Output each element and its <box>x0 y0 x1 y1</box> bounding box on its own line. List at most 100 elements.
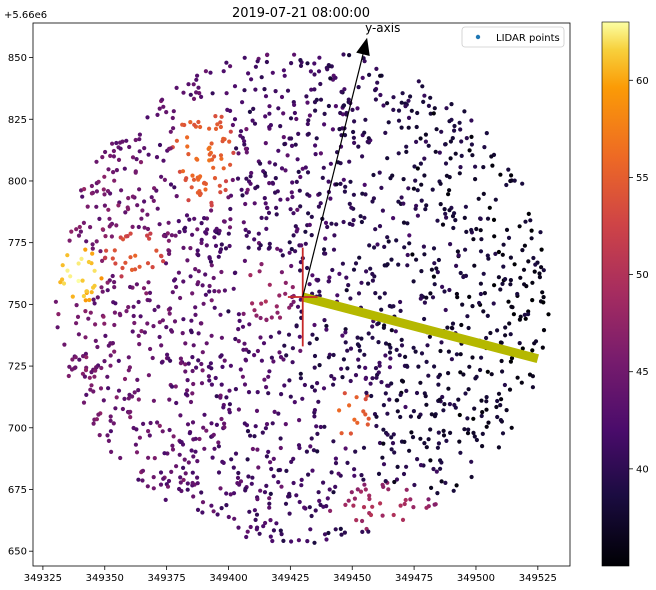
lidar-point <box>227 225 233 230</box>
lidar-point <box>243 201 248 207</box>
lidar-point <box>81 294 86 299</box>
lidar-point <box>296 169 301 174</box>
lidar-point <box>396 151 401 156</box>
lidar-point <box>100 227 105 232</box>
lidar-point <box>183 369 188 374</box>
lidar-point <box>236 339 241 344</box>
lidar-point <box>141 421 146 426</box>
lidar-point <box>312 414 317 419</box>
lidar-point <box>424 402 429 407</box>
lidar-point <box>290 194 295 200</box>
lidar-point <box>275 189 280 194</box>
lidar-point <box>265 205 270 211</box>
lidar-point <box>449 117 454 122</box>
lidar-point <box>401 220 407 225</box>
lidar-point <box>478 216 483 221</box>
lidar-point <box>206 374 211 379</box>
lidar-point <box>261 524 266 529</box>
lidar-point <box>255 497 260 502</box>
lidar-point <box>110 256 115 261</box>
lidar-point <box>242 341 247 346</box>
lidar-point <box>98 386 104 391</box>
lidar-point <box>171 109 176 114</box>
lidar-point <box>305 170 311 175</box>
lidar-point <box>102 359 107 364</box>
lidar-point <box>453 405 458 410</box>
lidar-point <box>305 265 310 271</box>
lidar-point <box>504 227 510 232</box>
lidar-point <box>273 176 278 181</box>
lidar-point <box>124 138 129 143</box>
lidar-point <box>83 351 88 356</box>
lidar-point <box>500 369 505 374</box>
lidar-point <box>122 166 127 171</box>
lidar-point <box>339 431 344 436</box>
lidar-point <box>371 196 376 201</box>
lidar-point <box>426 373 431 378</box>
lidar-point <box>108 414 113 419</box>
lidar-point <box>190 420 196 425</box>
lidar-point <box>186 82 191 87</box>
lidar-point <box>347 403 352 408</box>
lidar-point <box>322 247 327 252</box>
lidar-point <box>425 343 430 348</box>
lidar-point <box>498 172 503 177</box>
lidar-point <box>76 233 82 238</box>
lidar-point <box>105 288 110 293</box>
lidar-point <box>287 494 292 499</box>
lidar-point <box>293 142 298 147</box>
lidar-point <box>355 487 360 492</box>
lidar-point <box>353 261 359 266</box>
lidar-point <box>436 257 441 263</box>
lidar-point <box>217 228 222 233</box>
lidar-point <box>312 408 317 413</box>
lidar-point <box>189 448 194 453</box>
lidar-point <box>339 89 344 94</box>
lidar-point <box>362 352 367 357</box>
lidar-point <box>226 514 231 520</box>
lidar-point <box>380 208 385 213</box>
lidar-point <box>126 355 131 360</box>
lidar-point <box>186 460 191 465</box>
lidar-point <box>93 338 98 343</box>
lidar-point <box>281 68 286 73</box>
lidar-point <box>232 84 238 89</box>
lidar-point <box>202 180 207 185</box>
lidar-point <box>286 332 292 337</box>
lidar-point <box>181 245 186 250</box>
lidar-point <box>177 452 182 457</box>
lidar-point <box>131 304 136 309</box>
lidar-point <box>252 308 257 313</box>
lidar-point <box>383 391 388 396</box>
lidar-point <box>333 484 338 489</box>
lidar-point <box>148 420 153 426</box>
lidar-point <box>105 189 111 194</box>
lidar-point <box>428 111 433 116</box>
legend-marker <box>475 34 481 40</box>
lidar-point <box>451 488 456 493</box>
lidar-point <box>176 219 181 224</box>
lidar-point <box>259 358 264 363</box>
lidar-point <box>403 354 408 359</box>
lidar-point <box>317 363 322 368</box>
lidar-point <box>236 470 241 476</box>
lidar-point <box>86 259 91 265</box>
lidar-point <box>359 336 364 341</box>
lidar-point <box>329 221 334 226</box>
lidar-point <box>244 176 249 181</box>
lidar-point <box>383 353 388 358</box>
lidar-point <box>414 390 420 396</box>
lidar-point <box>178 439 183 444</box>
lidar-point <box>290 360 295 365</box>
lidar-point <box>389 257 394 262</box>
lidar-point <box>471 430 476 435</box>
lidar-point <box>387 350 393 355</box>
lidar-point <box>231 150 236 155</box>
lidar-point <box>337 127 342 132</box>
lidar-point <box>198 174 203 179</box>
lidar-point <box>147 236 152 241</box>
lidar-point <box>364 269 369 274</box>
lidar-point <box>174 85 179 90</box>
x-tick-label: 349350 <box>86 573 124 584</box>
